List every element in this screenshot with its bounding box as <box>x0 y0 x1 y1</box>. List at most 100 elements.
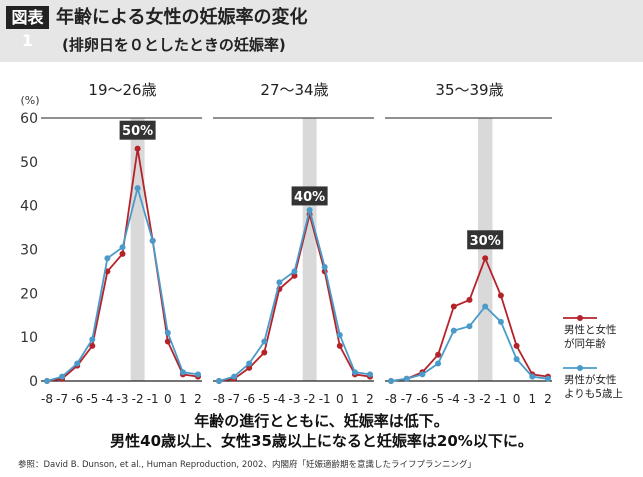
x-tick-label: -2 <box>479 392 491 406</box>
data-point <box>388 378 394 384</box>
peak-label-box <box>467 230 504 250</box>
data-point <box>261 338 268 345</box>
data-point <box>89 342 96 349</box>
data-point <box>419 371 426 378</box>
data-point <box>321 264 328 271</box>
data-point <box>306 207 313 214</box>
x-tick-label: 0 <box>513 392 521 406</box>
data-point <box>104 255 111 262</box>
figure-title: 年齢による女性の妊娠率の変化 <box>56 7 308 28</box>
x-tick-label: -2 <box>304 392 316 406</box>
figure-subtitle: (排卵日を０としたときの妊娠率) <box>62 36 286 54</box>
data-point <box>246 364 253 371</box>
source-note: 参照：David B. Dunson, et al., Human Reprod… <box>18 460 476 470</box>
x-tick-label: 1 <box>351 392 359 406</box>
x-tick-label: -5 <box>258 392 270 406</box>
peak-label: 50% <box>122 124 153 139</box>
y-tick-label: 10 <box>20 330 38 346</box>
x-tick-label: -3 <box>289 392 301 406</box>
data-point <box>482 255 489 262</box>
x-tick-label: 1 <box>528 392 536 406</box>
x-tick-label: 2 <box>366 392 374 406</box>
series-line <box>218 214 371 382</box>
summary-line-2: 男性40歳以上、女性35歳以上になると妊娠率は20%以下に。 <box>110 432 533 450</box>
data-point <box>336 342 343 349</box>
x-tick-label: -8 <box>385 392 397 406</box>
data-point <box>149 237 156 244</box>
x-tick-label: 0 <box>164 392 172 406</box>
legend-label: よりも5歳上 <box>564 388 623 400</box>
data-point <box>291 268 298 275</box>
x-tick-label: -6 <box>416 392 428 406</box>
data-point <box>216 378 222 384</box>
data-point <box>466 323 473 330</box>
data-point <box>44 378 50 384</box>
data-point <box>179 369 186 376</box>
data-point <box>336 331 343 338</box>
data-point <box>291 272 298 279</box>
x-tick-label: 2 <box>194 392 202 406</box>
data-point <box>450 303 457 310</box>
x-tick-label: -8 <box>213 392 225 406</box>
legend-marker <box>577 365 583 371</box>
peak-label-box <box>119 120 156 140</box>
panel-title: 35〜39歳 <box>435 81 503 99</box>
legend-label: 男性と女性 <box>564 323 617 336</box>
data-point <box>513 342 520 349</box>
data-point <box>134 145 141 152</box>
y-tick-label: 40 <box>20 199 38 215</box>
x-tick-label: -3 <box>117 392 129 406</box>
x-tick-label: 0 <box>336 392 344 406</box>
x-tick-label: 1 <box>179 392 187 406</box>
data-point <box>164 329 171 336</box>
series-line <box>46 148 199 382</box>
legend-label: が同年齢 <box>564 337 606 350</box>
figure-tag: 図表1 <box>6 6 49 50</box>
data-point <box>195 371 201 378</box>
highlight-band <box>477 118 493 381</box>
data-point <box>164 338 171 345</box>
summary-line-1: 年齢の進行とともに、妊娠率は低下。 <box>194 412 449 430</box>
data-point <box>545 375 551 382</box>
data-point <box>74 360 81 367</box>
data-point <box>246 360 253 367</box>
legend-marker <box>577 315 583 321</box>
data-point <box>119 244 126 251</box>
x-tick-label: -8 <box>41 392 53 406</box>
x-tick-label: -7 <box>401 392 413 406</box>
peak-label: 30% <box>470 234 501 249</box>
x-tick-label: -5 <box>86 392 98 406</box>
data-point <box>89 336 96 343</box>
x-tick-label: -1 <box>495 392 507 406</box>
y-tick-label: 60 <box>20 111 38 127</box>
x-tick-label: -1 <box>147 392 159 406</box>
peak-label-box <box>291 186 328 206</box>
data-point <box>261 349 268 356</box>
x-tick-label: -6 <box>243 392 255 406</box>
header-band: 図表1 年齢による女性の妊娠率の変化 (排卵日を０としたときの妊娠率) <box>0 0 643 62</box>
x-tick-label: -7 <box>56 392 68 406</box>
x-tick-label: 2 <box>544 392 552 406</box>
series-line <box>390 255 549 382</box>
peak-label: 40% <box>294 190 325 205</box>
data-point <box>450 327 457 334</box>
data-point <box>403 375 410 382</box>
highlight-band <box>302 118 317 381</box>
data-point <box>276 279 283 286</box>
data-point <box>119 250 126 257</box>
x-tick-label: -4 <box>448 392 460 406</box>
data-point <box>367 371 373 378</box>
panel-title: 27〜34歳 <box>260 81 328 99</box>
y-tick-label: 50 <box>20 155 38 171</box>
data-point <box>435 360 442 367</box>
x-tick-label: -6 <box>71 392 83 406</box>
x-tick-label: -4 <box>101 392 113 406</box>
data-point <box>466 296 473 303</box>
y-tick-label: 0 <box>29 374 38 390</box>
x-tick-label: -3 <box>464 392 476 406</box>
y-tick-label: 30 <box>20 243 38 259</box>
panel-title: 19〜26歳 <box>88 81 156 99</box>
y-tick-label: 20 <box>20 286 38 302</box>
